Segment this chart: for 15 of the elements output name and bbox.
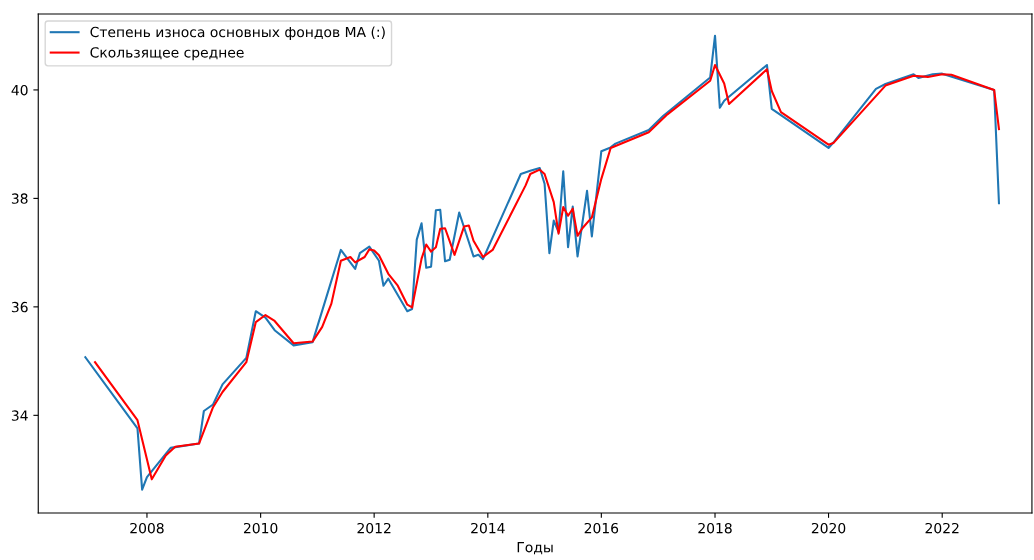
x-tick-label: 2008	[130, 522, 164, 534]
x-tick-label: 2018	[698, 522, 732, 534]
legend-label: Скользящее среднее	[90, 47, 244, 61]
x-axis-title: Годы	[517, 542, 553, 555]
y-tick-label: 38	[11, 193, 28, 204]
y-tick-label: 40	[11, 84, 28, 96]
y-tick-label: 34	[11, 410, 28, 421]
y-tick-label: 36	[11, 301, 28, 313]
x-tick-label: 2012	[357, 522, 391, 534]
x-tick-label: 2010	[243, 522, 278, 534]
x-tick-label: 2020	[811, 522, 846, 534]
legend-label: Степень износа основных фондов МА (:)	[90, 26, 385, 40]
x-tick-label: 2022	[925, 522, 959, 534]
x-tick-label: 2014	[471, 522, 505, 534]
x-tick-label: 2016	[584, 522, 619, 534]
